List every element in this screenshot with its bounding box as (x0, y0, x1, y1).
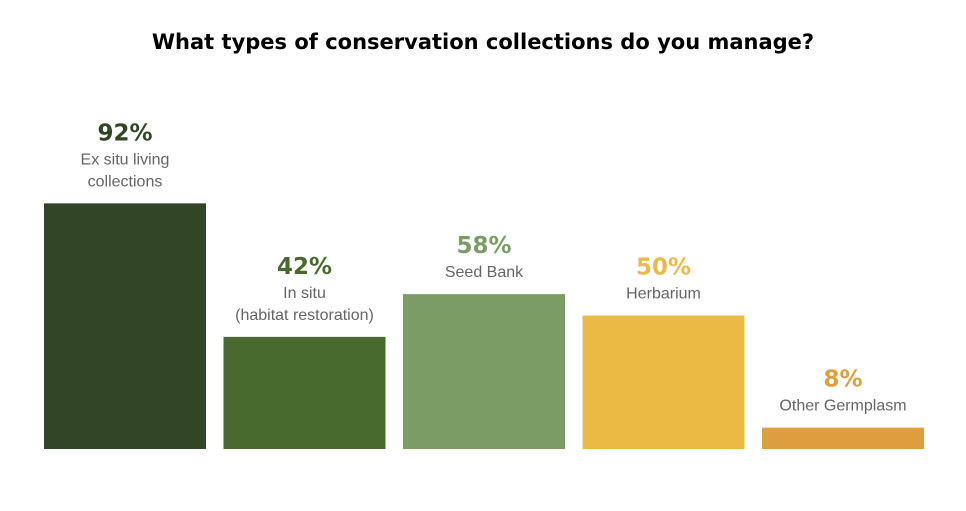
category-label-5-line-1: Other Germplasm (779, 398, 906, 415)
category-label-2-line-2: (habitat restoration) (235, 307, 374, 324)
bar-2 (223, 336, 386, 449)
value-label-5: 8% (823, 367, 862, 393)
bar-3 (403, 294, 565, 449)
bar-5 (762, 427, 924, 449)
category-label-2-line-1: In situ (283, 285, 326, 302)
category-label-1-line-1: Ex situ living (81, 151, 170, 168)
value-label-4: 50% (636, 255, 691, 281)
bar-1 (44, 203, 206, 449)
value-label-3: 58% (456, 233, 511, 259)
value-label-1: 92% (97, 120, 152, 146)
category-label-3-line-1: Seed Bank (445, 264, 524, 281)
chart-title: What types of conservation collections d… (151, 30, 815, 54)
category-label-4-line-1: Herbarium (626, 286, 701, 303)
category-label-1-line-2: collections (88, 173, 163, 190)
value-label-2: 42% (277, 254, 332, 280)
bar-4 (582, 315, 745, 449)
